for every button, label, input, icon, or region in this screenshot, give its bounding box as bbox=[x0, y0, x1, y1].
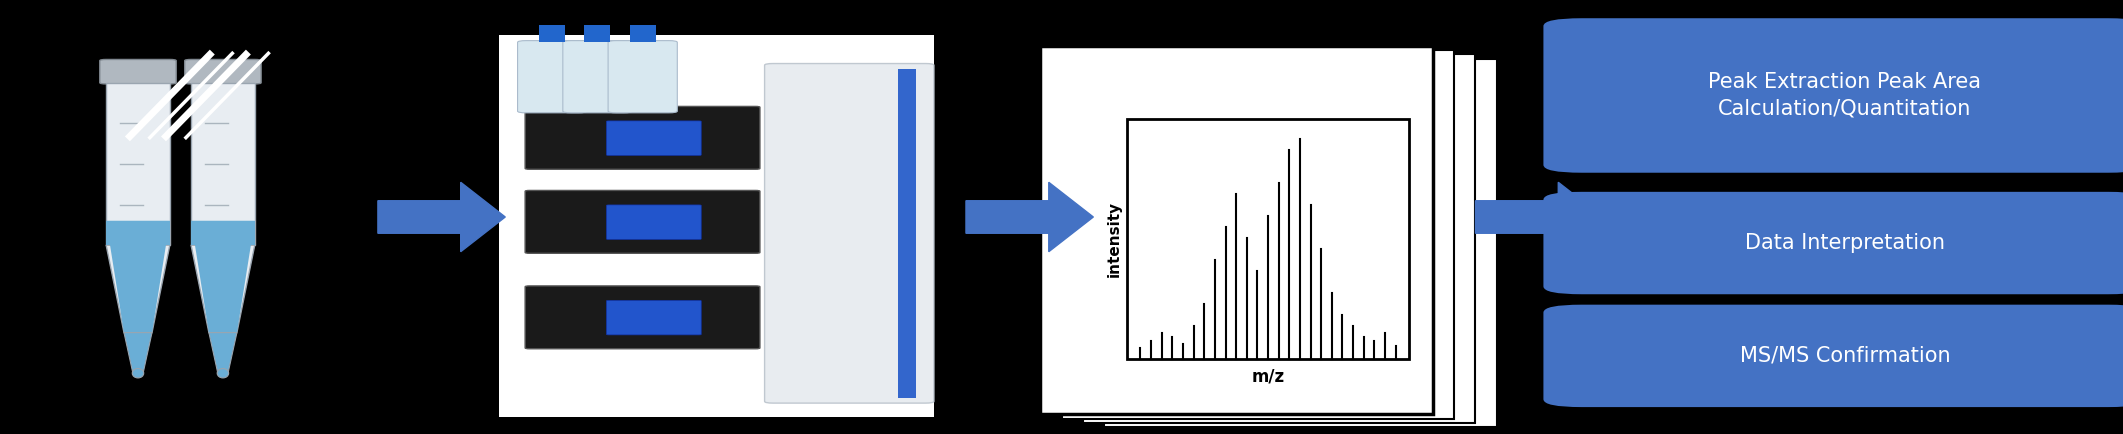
FancyBboxPatch shape bbox=[185, 59, 261, 84]
Text: Data Interpretation: Data Interpretation bbox=[1745, 233, 1945, 253]
Bar bbox=[1083, 54, 1475, 423]
Bar bbox=[898, 69, 917, 398]
FancyBboxPatch shape bbox=[764, 63, 934, 403]
Bar bbox=[1040, 46, 1433, 414]
FancyBboxPatch shape bbox=[1543, 18, 2123, 173]
Polygon shape bbox=[123, 332, 153, 373]
Ellipse shape bbox=[132, 368, 144, 378]
Polygon shape bbox=[191, 221, 255, 332]
Polygon shape bbox=[106, 221, 170, 332]
FancyBboxPatch shape bbox=[524, 106, 760, 169]
Polygon shape bbox=[191, 245, 255, 332]
FancyBboxPatch shape bbox=[100, 59, 176, 84]
Bar bbox=[1062, 50, 1454, 419]
Text: Peak Extraction Peak Area
Calculation/Quantitation: Peak Extraction Peak Area Calculation/Qu… bbox=[1709, 72, 1981, 118]
Polygon shape bbox=[966, 182, 1093, 252]
FancyBboxPatch shape bbox=[524, 191, 760, 253]
Polygon shape bbox=[208, 332, 238, 373]
Bar bbox=[1104, 59, 1497, 427]
Polygon shape bbox=[378, 182, 505, 252]
FancyBboxPatch shape bbox=[524, 286, 760, 349]
Bar bbox=[539, 25, 565, 43]
Bar bbox=[106, 82, 170, 245]
FancyBboxPatch shape bbox=[607, 300, 701, 335]
FancyBboxPatch shape bbox=[563, 41, 633, 113]
FancyBboxPatch shape bbox=[518, 41, 586, 113]
FancyBboxPatch shape bbox=[607, 205, 701, 240]
Text: m/z: m/z bbox=[1250, 368, 1284, 385]
FancyBboxPatch shape bbox=[1543, 305, 2123, 407]
FancyBboxPatch shape bbox=[607, 121, 701, 155]
Bar bbox=[631, 25, 656, 43]
FancyBboxPatch shape bbox=[1543, 192, 2123, 294]
Bar bbox=[106, 221, 170, 245]
Bar bbox=[499, 35, 934, 417]
Text: intensity: intensity bbox=[1106, 201, 1121, 277]
FancyBboxPatch shape bbox=[607, 41, 677, 113]
Bar bbox=[191, 82, 255, 245]
Bar bbox=[584, 25, 611, 43]
Polygon shape bbox=[1475, 182, 1603, 252]
Bar bbox=[191, 221, 255, 245]
Polygon shape bbox=[106, 245, 170, 332]
Ellipse shape bbox=[217, 368, 229, 378]
Bar bbox=[1127, 119, 1410, 359]
Text: MS/MS Confirmation: MS/MS Confirmation bbox=[1739, 346, 1951, 366]
